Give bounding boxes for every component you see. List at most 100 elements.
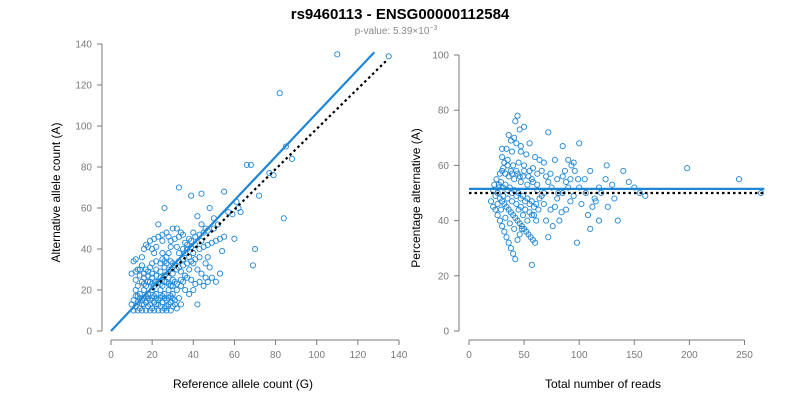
panel0-data-point — [161, 305, 168, 312]
panel1-data-point — [559, 173, 566, 180]
panel1-data-point — [533, 200, 540, 208]
panel0-x-tick-label: 140 — [391, 350, 408, 361]
panel1-data-point — [532, 239, 539, 246]
panel1-data-point — [502, 214, 509, 221]
panel1-data-point — [511, 176, 518, 183]
panel1-data-point — [517, 143, 524, 150]
panel1-data-point — [521, 162, 528, 169]
panel0-y-tick-label: 20 — [81, 286, 93, 297]
panel1-data-point — [522, 206, 529, 213]
panel0-y-tick-label: 140 — [75, 40, 92, 51]
panel0-data-point — [334, 51, 341, 58]
panel1-data-point — [515, 189, 522, 197]
panel0-x-tick-label: 120 — [350, 350, 367, 361]
panel1-data-point — [499, 154, 506, 161]
panel1-data-point — [556, 217, 563, 224]
panel0-data-point — [221, 233, 228, 240]
panel1-data-point — [587, 225, 594, 232]
panel0-data-point — [167, 243, 174, 250]
panel1-data-point — [526, 209, 533, 216]
panel0-data-point — [169, 225, 176, 232]
panel0-data-point — [194, 301, 201, 308]
panel1-data-point — [524, 195, 531, 202]
panel0-data-point — [142, 307, 150, 314]
panel1-data-point — [581, 176, 588, 183]
panel1-data-point — [595, 217, 603, 224]
p-value-text: p-value: 5.39×10 — [355, 26, 430, 37]
panel1-data-point — [545, 129, 552, 136]
panel0-data-point — [140, 286, 147, 294]
panel1-data-point — [513, 167, 520, 174]
panel0-y-tick-label: 0 — [86, 327, 92, 338]
panel1-data-point — [543, 217, 550, 224]
panel0-data-point — [182, 286, 189, 294]
panel1-data-point — [511, 225, 518, 232]
panel1-data-point — [547, 206, 554, 213]
panel0-data-point — [202, 260, 209, 267]
panel0-data-point — [165, 286, 172, 294]
panel1-data-point — [502, 181, 509, 188]
panel1-data-point — [517, 203, 524, 210]
panel0-data-point — [134, 266, 141, 273]
panel0-data-point — [163, 303, 170, 310]
panel0-data-point — [196, 278, 203, 285]
panel1-data-point — [526, 140, 533, 147]
panel1-data-point — [636, 189, 643, 197]
panel0-data-point — [163, 307, 170, 314]
panel1-data-point — [516, 126, 523, 133]
panel0-data-point — [243, 161, 250, 168]
panel1-data-point — [558, 209, 565, 216]
panel1-data-point — [575, 176, 582, 183]
panel1-data-point — [592, 198, 599, 205]
panel1-data-point — [505, 173, 512, 180]
panel0-data-point — [190, 286, 197, 294]
panel0-data-point — [208, 274, 215, 281]
panel0-data-point — [136, 266, 143, 273]
panel1-data-point — [521, 123, 528, 130]
panel1-data-point — [501, 159, 508, 166]
panel1-data-point — [545, 178, 552, 186]
panel1-data-point — [567, 176, 574, 183]
panel1-data-point — [625, 178, 632, 186]
panel0-x-tick-label: 20 — [147, 350, 159, 361]
panel0-data-point — [200, 282, 207, 289]
panel1-data-point — [494, 200, 501, 208]
panel0-data-point — [167, 293, 174, 300]
panel0-data-point — [198, 270, 205, 277]
panel0-data-point — [204, 254, 211, 261]
p-value-exponent: −3 — [429, 25, 437, 32]
panel0-data-point — [206, 204, 213, 212]
panel1-y-tick-label: 80 — [438, 106, 450, 117]
panel1-data-point — [571, 167, 578, 174]
panel1-y-tick-label: 20 — [438, 271, 450, 282]
panel0-data-point — [173, 243, 180, 250]
panel1-data-point — [757, 189, 765, 197]
panel0-y-tick-label: 60 — [81, 204, 93, 215]
panel0-data-point — [134, 293, 141, 300]
panel1-data-point — [504, 156, 511, 163]
panel1-data-point — [511, 134, 518, 141]
panel0-data-point — [186, 235, 193, 242]
panel1-data-point — [506, 184, 513, 191]
panel0-data-point — [198, 237, 205, 244]
scatter-panel-percentage: 0 50 100 150 200 250 0 20 40 60 80 100 Total number … — [409, 51, 765, 391]
panel0-data-point — [132, 276, 139, 283]
panel1-data-point — [494, 189, 501, 197]
panel0-data-point — [165, 250, 172, 257]
panel1-y-tick-label: 0 — [443, 327, 449, 338]
panel1-data-point — [521, 167, 528, 174]
panel1-data-point — [513, 140, 520, 147]
panel1-data-point — [504, 195, 511, 202]
panel1-data-point — [565, 184, 572, 191]
panel1-data-point — [497, 206, 505, 213]
panel0-data-point — [196, 254, 203, 261]
panel1-data-point — [517, 178, 524, 186]
panel1-data-point — [604, 203, 611, 210]
panel0-data-point — [198, 221, 205, 228]
panel0-data-point — [186, 266, 193, 273]
panel1-data-point — [533, 217, 540, 224]
panel1-data-point — [582, 189, 589, 197]
panel0-data-point — [155, 221, 162, 228]
panel1-data-point — [535, 206, 542, 213]
